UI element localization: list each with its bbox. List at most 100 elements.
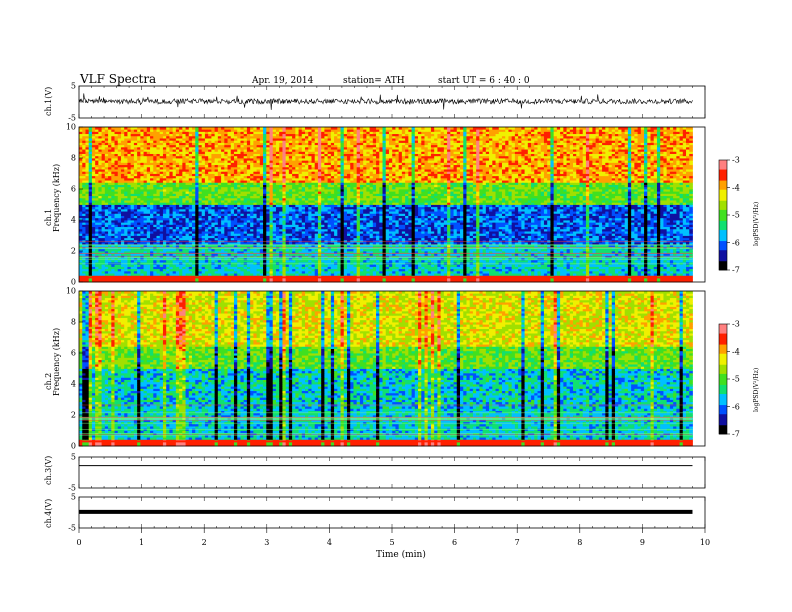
spectrogram-cell xyxy=(366,259,370,263)
spectrogram-cell xyxy=(224,224,228,228)
spectrogram-cell xyxy=(120,262,125,265)
spectrogram-cell xyxy=(95,233,99,236)
spectrogram-cell xyxy=(547,257,551,261)
spectrogram-cell xyxy=(285,233,290,236)
spectrogram-cell xyxy=(408,255,412,259)
spectrogram-cell xyxy=(272,251,277,254)
spectrogram-cell xyxy=(656,255,661,259)
spectrogram-cell xyxy=(647,228,651,232)
spectrogram-cell xyxy=(305,242,309,245)
spectrogram-cell xyxy=(204,266,209,270)
spectrogram-cell xyxy=(334,277,338,281)
spectrogram-cell xyxy=(217,268,222,272)
spectrogram-cell xyxy=(369,266,374,270)
spectrogram-cell xyxy=(537,233,542,236)
spectrogram-cell xyxy=(566,224,571,228)
spectrogram-cell xyxy=(618,235,622,239)
spectrogram-cell xyxy=(288,268,293,272)
spectrogram-cell xyxy=(395,228,400,232)
spectrogram-cell xyxy=(469,237,474,241)
spectrogram-cell xyxy=(298,228,303,232)
spectrogram-cell xyxy=(531,273,535,276)
spectrogram-cell xyxy=(534,237,538,241)
spectrogram-cell xyxy=(611,270,616,274)
ch1-spectrogram-cells xyxy=(79,127,693,283)
spectrogram-cell xyxy=(631,237,635,241)
spectrogram-cell xyxy=(275,253,280,256)
spectrogram-cell xyxy=(434,233,438,236)
spectrogram-cell xyxy=(133,255,138,259)
spectrogram-cell xyxy=(321,248,325,252)
spectrogram-cell xyxy=(598,277,603,281)
spectrogram-cell xyxy=(524,231,529,234)
spectrogram-cell xyxy=(166,264,170,267)
spectrogram-cell xyxy=(508,224,513,228)
spectrogram-cell xyxy=(508,266,513,270)
spectrogram-cell xyxy=(301,270,306,274)
spectrogram-cell xyxy=(353,257,358,261)
spectrogram-cell xyxy=(272,266,277,270)
spectrogram-cell xyxy=(543,279,548,283)
spectrogram-cell xyxy=(476,268,480,272)
spectrogram-cell xyxy=(201,277,206,281)
spectrogram-cell xyxy=(114,222,119,225)
spectrogram-cell xyxy=(650,264,655,267)
spectrogram-cell xyxy=(85,224,90,228)
spectrogram-cell xyxy=(117,237,122,241)
spectrogram-cell xyxy=(263,228,267,232)
spectrogram-cell xyxy=(537,264,542,267)
spectrogram-cell xyxy=(256,251,261,254)
spectrogram-cell xyxy=(514,257,519,261)
spectrogram-cell xyxy=(611,251,616,254)
spectrogram-cell xyxy=(79,231,83,234)
spectrogram-cell xyxy=(214,251,219,254)
spectrogram-cell xyxy=(573,231,577,234)
spectrogram-cell xyxy=(130,242,135,245)
spectrogram-cell xyxy=(308,253,312,256)
spectrogram-cell xyxy=(650,257,655,261)
spectrogram-cell xyxy=(288,226,293,230)
spectrogram-cell xyxy=(108,242,112,245)
spectrogram-cell xyxy=(663,231,668,234)
spectrogram-cell xyxy=(279,262,283,265)
spectrogram-cell xyxy=(427,259,432,263)
spectrogram-cell xyxy=(660,226,664,230)
spectrogram-cell xyxy=(195,266,199,270)
spectrogram-cell xyxy=(447,273,451,276)
spectrogram-cell xyxy=(140,224,144,228)
spectrogram-cell xyxy=(676,262,680,265)
spectrogram-cell xyxy=(679,264,684,267)
spectrogram-cell xyxy=(634,266,638,270)
spectrogram-cell xyxy=(156,253,161,256)
spectrogram-cell xyxy=(108,255,112,259)
spectrogram-cell xyxy=(501,264,506,267)
spectrogram-cell xyxy=(91,235,96,239)
spectrogram-cell xyxy=(208,257,212,261)
spectrogram-cell xyxy=(537,277,542,281)
spectrogram-cell xyxy=(120,226,125,230)
spectrogram-cell xyxy=(188,237,193,241)
spectrogram-cell xyxy=(527,224,532,228)
spectrogram-cell xyxy=(534,253,538,256)
spectrogram-cell xyxy=(195,237,199,241)
spectrogram-cell xyxy=(259,255,264,259)
spectrogram-cell xyxy=(479,228,484,232)
spectrogram-cell xyxy=(543,266,548,270)
spectrogram-cell xyxy=(408,248,412,252)
spectrogram-cell xyxy=(379,242,383,245)
spectrogram-cell xyxy=(498,279,503,283)
spectrogram-cell xyxy=(201,248,206,252)
spectrogram-cell xyxy=(637,266,642,270)
spectrogram-cell xyxy=(453,233,458,236)
spectrogram-cell xyxy=(434,224,438,228)
spectrogram-cell xyxy=(482,251,487,254)
spectrogram-cell xyxy=(540,277,545,281)
spectrogram-cell xyxy=(208,251,212,254)
spectrogram-cell xyxy=(689,242,693,245)
spectrogram-cell xyxy=(356,257,361,261)
spectrogram-cell xyxy=(182,248,186,252)
spectrogram-cell xyxy=(679,268,684,272)
spectrogram-cell xyxy=(569,237,574,241)
spectrogram-cell xyxy=(376,268,380,272)
spectrogram-cell xyxy=(569,257,574,261)
